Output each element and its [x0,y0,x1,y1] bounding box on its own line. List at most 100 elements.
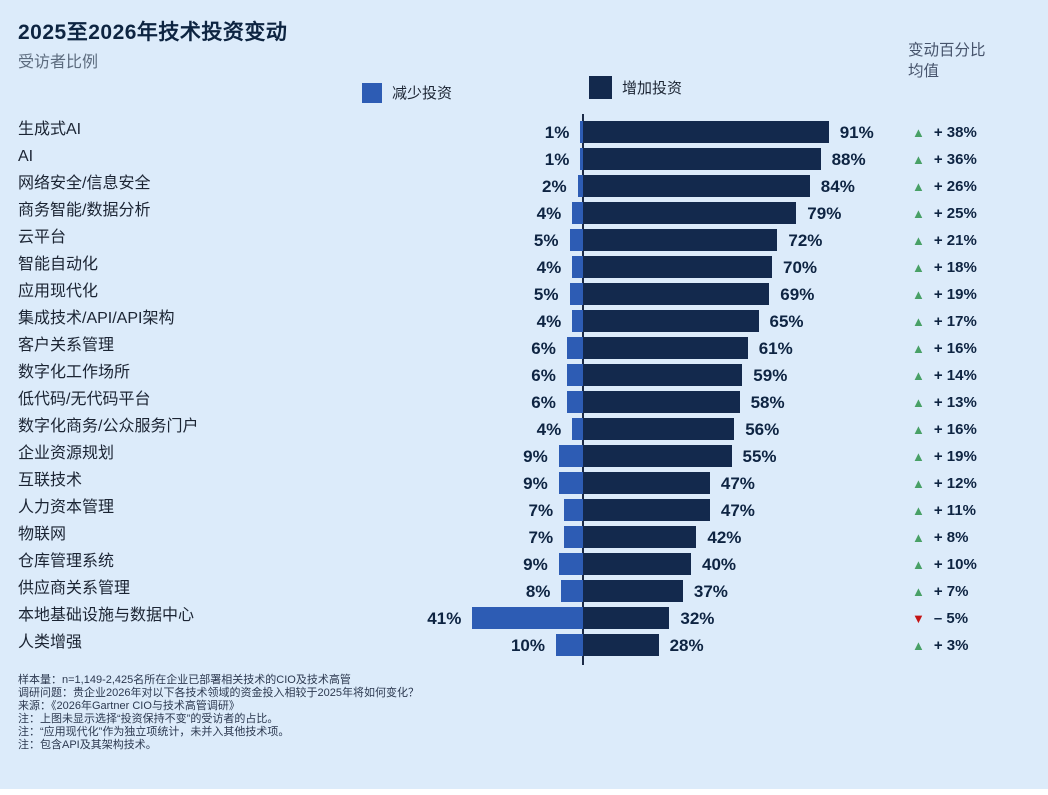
footnote-line: 注：包含API及其架构技术。 [18,738,157,751]
bottom-strip [0,789,1048,795]
category-label: 商务智能/数据分析 [18,202,151,219]
mean-change-cell: ▲ + 19% [912,281,977,308]
footnotes: 样本量：n=1,149-2,425名所在企业已部署相关技术的CIO及技术高管 调… [18,674,718,751]
category-label: 云平台 [18,229,67,246]
increase-bar [583,229,778,251]
increase-bar [583,553,691,575]
mean-change-cell: ▲ + 11% [912,497,976,524]
trend-up-icon: ▲ [912,503,925,518]
axis-line [582,114,584,665]
increase-value-label: 69% [780,285,815,304]
chart-row: AI 1% 88% ▲ + 36% [0,146,1048,173]
mean-change-cell: ▲ + 13% [912,389,977,416]
legend-decrease-label: 减少投资 [392,85,453,102]
mean-change-cell: ▲ + 16% [912,416,977,443]
mean-change-cell: ▲ + 38% [912,119,977,146]
decrease-bar [558,472,583,494]
increase-bar [583,364,743,386]
footnote-line: 来源：《2026年Gartner CIO与技术高管调研》 [18,699,240,712]
mean-change-value: + 10% [933,556,977,573]
trend-up-icon: ▲ [912,638,925,653]
chart-row: 网络安全/信息安全 2% 84% ▲ + 26% [0,173,1048,200]
decrease-value-label: 5% [533,231,559,250]
decrease-value-label: 10% [510,636,545,655]
category-label: 供应商关系管理 [18,580,131,597]
decrease-bar [564,526,583,548]
decrease-bar [572,202,583,224]
chart-row: 仓库管理系统 9% 40% ▲ + 10% [0,551,1048,578]
mean-change-cell: ▲ + 17% [912,308,977,335]
category-label: 互联技术 [18,472,83,489]
decrease-bar [572,256,583,278]
mean-change-cell: ▲ + 16% [912,335,977,362]
decrease-bar [577,175,583,197]
increase-bar [583,526,697,548]
trend-up-icon: ▲ [912,125,925,140]
mean-change-value: + 3% [933,637,969,654]
decrease-bar [566,391,583,413]
mean-change-value: + 12% [933,475,977,492]
category-label: 网络安全/信息安全 [18,175,151,192]
mean-change-value: + 21% [933,232,977,249]
increase-value-label: 84% [820,177,855,196]
trend-down-icon: ▼ [912,611,925,626]
mean-change-value: + 19% [933,448,977,465]
trend-up-icon: ▲ [912,260,925,275]
mean-change-header-line1: 变动百分比 [908,42,986,59]
decrease-bar [580,148,583,170]
decrease-bar [564,499,583,521]
chart-row: 数字化工作场所 6% 59% ▲ + 14% [0,362,1048,389]
chart-row: 集成技术/API/API架构 4% 65% ▲ + 17% [0,308,1048,335]
category-label: 本地基础设施与数据中心 [18,607,195,624]
mean-change-value: + 14% [933,367,977,384]
mean-change-value: + 25% [933,205,977,222]
mean-change-value: + 26% [933,178,977,195]
mean-change-cell: ▲ + 10% [912,551,977,578]
increase-value-label: 88% [831,150,866,169]
decrease-value-label: 7% [528,528,554,547]
increase-value-label: 58% [750,393,785,412]
footnote-line: 调研问题：贵企业2026年对以下各技术领域的资金投入相较于2025年将如何变化？ [18,686,419,699]
decrease-bar [569,229,583,251]
mean-change-value: + 16% [933,340,977,357]
increase-value-label: 32% [680,609,715,628]
increase-bar [583,202,797,224]
decrease-value-label: 1% [544,150,570,169]
category-label: 数字化商务/公众服务门户 [18,418,199,435]
mean-change-value: + 19% [933,286,977,303]
decrease-value-label: 2% [542,177,567,196]
decrease-value-label: 4% [536,420,562,439]
increase-value-label: 59% [753,366,788,385]
chart-row: 物联网 7% 42% ▲ + 8% [0,524,1048,551]
category-label: 智能自动化 [18,256,99,273]
category-label: 仓库管理系统 [18,553,115,570]
trend-up-icon: ▲ [912,233,925,248]
mean-change-value: + 36% [933,151,977,168]
increase-bar [583,580,683,602]
chart-row: 客户关系管理 6% 61% ▲ + 16% [0,335,1048,362]
trend-up-icon: ▲ [912,530,925,545]
chart-row: 人力资本管理 7% 47% ▲ + 11% [0,497,1048,524]
increase-bar [583,391,740,413]
legend-item-decrease: 减少投资 [362,82,452,103]
trend-up-icon: ▲ [912,341,925,356]
mean-change-cell: ▲ + 36% [912,146,977,173]
increase-bar [583,256,772,278]
mean-change-cell: ▲ + 7% [912,578,968,605]
increase-value-label: 37% [693,582,728,601]
trend-up-icon: ▲ [912,476,925,491]
increase-bar [583,337,748,359]
increase-value-label: 28% [669,636,704,655]
decrease-value-label: 6% [531,366,556,385]
decrease-bar [558,445,583,467]
mean-change-value: + 13% [933,394,977,411]
page-subtitle: 受访者比例 [18,54,99,71]
mean-change-cell: ▲ + 3% [912,632,968,659]
increase-bar [583,445,732,467]
increase-swatch-icon [589,76,612,99]
decrease-value-label: 6% [531,339,556,358]
increase-bar [583,283,770,305]
trend-up-icon: ▲ [912,449,925,464]
increase-bar [583,148,821,170]
